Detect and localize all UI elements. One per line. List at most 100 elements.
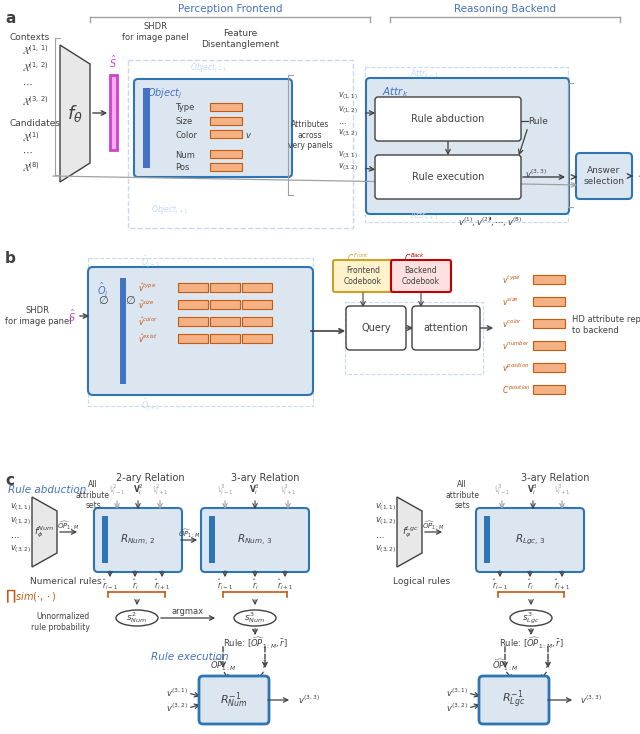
Text: Rule: $[\widehat{OP}_{1:M},\bar{r}]$: Rule: $[\widehat{OP}_{1:M},\bar{r}]$ (499, 636, 563, 650)
Text: $\widehat{OP}_{1:M}$: $\widehat{OP}_{1:M}$ (422, 520, 444, 532)
Text: Frontend
Codebook: Frontend Codebook (344, 266, 382, 286)
Text: $v_{(1,2)}$: $v_{(1,2)}$ (375, 515, 397, 527)
Text: $Object_{j+1}$: $Object_{j+1}$ (151, 203, 189, 217)
Text: $v^{(1)},v^{(2)},\cdots,v^{(8)}$: $v^{(1)},v^{(2)},\cdots,v^{(8)}$ (458, 215, 522, 229)
Text: Logical rules: Logical rules (393, 578, 450, 586)
Bar (178, 334, 208, 343)
Text: $s^3_{Num}$: $s^3_{Num}$ (244, 611, 266, 625)
Text: $\mathbb{V}^3_{i+1}$: $\mathbb{V}^3_{i+1}$ (554, 482, 570, 498)
Text: $\mathcal{X}^{(3,\,2)}$: $\mathcal{X}^{(3,\,2)}$ (22, 95, 49, 107)
FancyBboxPatch shape (134, 79, 292, 177)
Text: $\hat{r}_{i+1}$: $\hat{r}_{i+1}$ (277, 578, 293, 592)
Text: $v_{(3,1)}$: $v_{(3,1)}$ (338, 149, 358, 161)
Text: Query: Query (361, 323, 391, 333)
Text: Reasoning Backend: Reasoning Backend (454, 4, 556, 14)
Text: $v^{(3,1)}$: $v^{(3,1)}$ (446, 687, 468, 700)
Text: Type: Type (175, 103, 195, 112)
Text: Rule abduction: Rule abduction (412, 114, 484, 124)
Text: $\widehat{OP}_{1:M}$: $\widehat{OP}_{1:M}$ (492, 658, 518, 672)
Text: $\widehat{OP}_{1:M}$: $\widehat{OP}_{1:M}$ (210, 658, 236, 672)
Text: $\widehat{OP}_{1:M}$: $\widehat{OP}_{1:M}$ (57, 520, 79, 532)
Bar (210, 317, 240, 326)
Bar (178, 300, 208, 309)
Bar (210, 163, 242, 171)
Text: Pos: Pos (175, 164, 189, 172)
Text: $\mathbb{V}^2_{i-1}$: $\mathbb{V}^2_{i-1}$ (109, 482, 125, 498)
Text: Rule execution: Rule execution (151, 652, 229, 662)
Text: $\hat{r}_{i-1}$: $\hat{r}_{i-1}$ (492, 578, 508, 592)
Text: $\emptyset$: $\emptyset$ (97, 294, 108, 306)
Text: $\cdots$: $\cdots$ (338, 117, 347, 126)
Bar (210, 117, 242, 125)
Text: Contexts: Contexts (10, 34, 51, 43)
Ellipse shape (116, 610, 158, 626)
Bar (484, 516, 490, 563)
Text: $\mathbb{V}^3_{i-1}$: $\mathbb{V}^3_{i-1}$ (493, 482, 510, 498)
FancyBboxPatch shape (412, 306, 480, 350)
Bar (178, 283, 208, 292)
FancyBboxPatch shape (201, 508, 309, 572)
Text: Backend
Codebook: Backend Codebook (402, 266, 440, 286)
Text: $C^{position}$: $C^{position}$ (502, 384, 531, 396)
Bar (242, 334, 272, 343)
Text: $\hat{r}_{i-1}$: $\hat{r}_{i-1}$ (217, 578, 233, 592)
Text: $\hat{r}_i$: $\hat{r}_i$ (252, 578, 259, 592)
Text: $s^2_{Num}$: $s^2_{Num}$ (127, 611, 148, 625)
Text: $v_{(1,2)}$: $v_{(1,2)}$ (338, 104, 358, 116)
Text: $\mathbf{V}^3_i$: $\mathbf{V}^3_i$ (527, 482, 538, 498)
FancyBboxPatch shape (375, 155, 521, 199)
Text: All
attribute
sets: All attribute sets (445, 480, 479, 510)
Bar (210, 300, 240, 309)
Bar (178, 317, 208, 326)
Text: $\hat{O}_{j-1}$: $\hat{O}_{j-1}$ (141, 254, 159, 270)
Text: Candidates: Candidates (10, 120, 61, 128)
Text: $v_{(1,1)}$: $v_{(1,1)}$ (10, 501, 31, 513)
Text: $\hat{r}_{i+1}$: $\hat{r}_{i+1}$ (154, 578, 170, 592)
FancyBboxPatch shape (391, 260, 451, 292)
Text: $R_{Num,\,2}$: $R_{Num,\,2}$ (120, 532, 156, 548)
Text: $\hat{S}$: $\hat{S}$ (109, 54, 117, 70)
Text: $v^{number}$: $v^{number}$ (502, 340, 530, 352)
Text: $Object_{j-1}$: $Object_{j-1}$ (190, 62, 228, 75)
Text: $R_{Num}^{-1}$: $R_{Num}^{-1}$ (220, 690, 248, 710)
Text: $\mathbb{V}^3_{i-1}$: $\mathbb{V}^3_{i-1}$ (216, 482, 234, 498)
Text: $v_{(3,2)}$: $v_{(3,2)}$ (10, 543, 31, 555)
Polygon shape (397, 497, 422, 567)
Bar (210, 283, 240, 292)
Bar (345, 302, 483, 374)
Bar (88, 258, 313, 406)
Text: a: a (5, 11, 15, 26)
Bar (209, 516, 215, 563)
Bar (533, 363, 565, 372)
Text: Numerical rules: Numerical rules (30, 578, 102, 586)
Text: Num: Num (175, 150, 195, 159)
Text: $\hat{v}^{type}$: $\hat{v}^{type}$ (138, 282, 156, 294)
FancyBboxPatch shape (333, 260, 393, 292)
Bar (120, 278, 126, 384)
Bar (102, 516, 108, 563)
Text: $\hat{r}_{i-1}$: $\hat{r}_{i-1}$ (102, 578, 118, 592)
Text: $\mathcal{X}^{(1,\,1)}$: $\mathcal{X}^{(1,\,1)}$ (22, 43, 49, 57)
Text: 3-ary Relation: 3-ary Relation (521, 473, 589, 483)
Text: $v_{(3,2)}$: $v_{(3,2)}$ (338, 161, 358, 173)
Bar (128, 60, 353, 228)
Text: $\cdots$: $\cdots$ (10, 531, 19, 539)
Text: $\hat{r}_i$: $\hat{r}_i$ (527, 578, 533, 592)
Text: $v_{(1,1)}$: $v_{(1,1)}$ (375, 501, 397, 513)
Text: $v^{(3,3)}$: $v^{(3,3)}$ (525, 168, 547, 181)
Text: $\widehat{OP}_{1:M}$: $\widehat{OP}_{1:M}$ (178, 528, 200, 540)
Text: $\cdots$: $\cdots$ (375, 531, 385, 539)
Text: $v^{(3,3)}$: $v^{(3,3)}$ (298, 694, 320, 706)
Text: $\mathbf{V}^3_i$: $\mathbf{V}^3_i$ (250, 482, 260, 498)
Text: $R_{Lgc}^{-1}$: $R_{Lgc}^{-1}$ (502, 689, 525, 711)
Text: $v^{type}$: $v^{type}$ (502, 274, 520, 286)
Text: Rule: Rule (528, 117, 548, 126)
Text: $\mathcal{X}^{(1,\,2)}$: $\mathcal{X}^{(1,\,2)}$ (22, 60, 49, 73)
Text: $Object_j$: $Object_j$ (147, 87, 183, 101)
Text: $\hat{v}^{size}$: $\hat{v}^{size}$ (138, 299, 155, 311)
Text: $v^{(3,1)}$: $v^{(3,1)}$ (166, 687, 188, 700)
Text: $v^{(3,2)}$: $v^{(3,2)}$ (166, 702, 188, 714)
Text: $\emptyset$: $\emptyset$ (125, 294, 136, 306)
Text: $v^{size}$: $v^{size}$ (502, 296, 519, 308)
Text: c: c (5, 473, 14, 488)
